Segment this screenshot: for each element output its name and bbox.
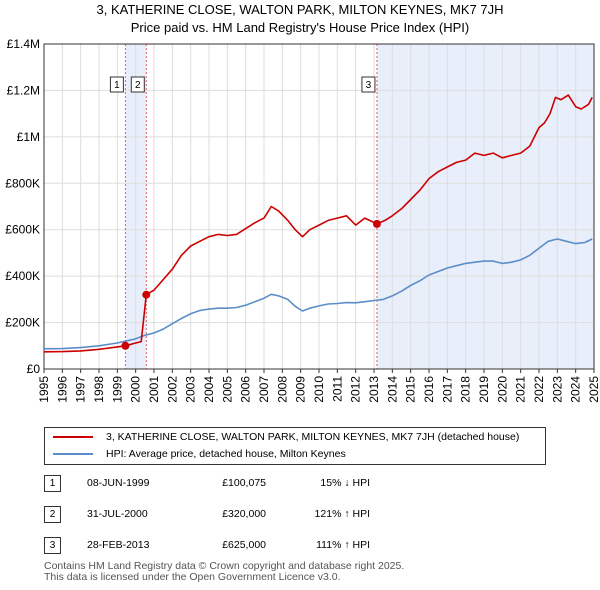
x-tick-label: 2022 bbox=[532, 376, 546, 403]
x-tick-label: 2020 bbox=[495, 376, 509, 403]
x-tick-label: 2008 bbox=[275, 376, 289, 403]
series-line bbox=[43, 94, 593, 353]
x-tick-label: 2018 bbox=[459, 376, 473, 403]
transaction-date: 28-FEB-2013 bbox=[87, 539, 150, 551]
legend-property-swatch bbox=[53, 436, 93, 438]
y-tick-label: £200K bbox=[5, 316, 40, 330]
legend: 3, KATHERINE CLOSE, WALTON PARK, MILTON … bbox=[44, 427, 546, 465]
x-tick-label: 2019 bbox=[477, 376, 491, 403]
x-tick-label: 2016 bbox=[422, 376, 436, 403]
plot-frame bbox=[43, 43, 595, 370]
x-tick-label: 1996 bbox=[55, 376, 69, 403]
y-tick-label: £0 bbox=[27, 362, 41, 376]
x-tick-label: 2006 bbox=[239, 376, 253, 403]
x-tick-label: 2015 bbox=[404, 376, 418, 403]
transaction-row: 2 31-JUL-2000 £320,000 121% ↑ HPI bbox=[0, 505, 600, 525]
footer-copyright: Contains HM Land Registry data © Crown c… bbox=[44, 560, 405, 572]
transaction-price: £100,075 bbox=[222, 477, 266, 489]
sale-marker-text: 3 bbox=[366, 80, 372, 91]
x-tick-label: 2005 bbox=[220, 376, 234, 403]
y-tick-label: £400K bbox=[5, 269, 40, 283]
transaction-date: 31-JUL-2000 bbox=[87, 508, 148, 520]
sale-point bbox=[142, 290, 151, 299]
sale-point bbox=[372, 219, 381, 228]
x-tick-label: 2014 bbox=[385, 376, 399, 403]
x-tick-label: 2023 bbox=[550, 376, 564, 403]
sale-marker-box bbox=[130, 76, 145, 93]
x-tick-label: 2021 bbox=[514, 376, 528, 403]
x-tick-label: 2003 bbox=[184, 376, 198, 403]
x-tick-label: 1997 bbox=[74, 376, 88, 403]
chart-subtitle: Price paid vs. HM Land Registry's House … bbox=[130, 20, 470, 35]
y-tick-label: £1.4M bbox=[7, 37, 40, 51]
sale-marker-text: 2 bbox=[135, 80, 141, 91]
sale-marker-label: 3 bbox=[361, 76, 376, 93]
y-tick-label: £1.2M bbox=[7, 83, 40, 97]
x-tick-label: 2010 bbox=[312, 376, 326, 403]
x-tick-label: 2002 bbox=[165, 376, 179, 403]
transaction-hpi: 121% ↑ HPI bbox=[314, 508, 370, 520]
x-tick-label: 2017 bbox=[440, 376, 454, 403]
x-tick-label: 1999 bbox=[110, 376, 124, 403]
x-tick-label: 2009 bbox=[294, 376, 308, 403]
transaction-marker: 3 bbox=[44, 537, 61, 554]
sale-point bbox=[121, 341, 130, 350]
transaction-hpi: 111% ↑ HPI bbox=[316, 539, 370, 551]
x-tick-label: 2001 bbox=[147, 376, 161, 403]
legend-hpi-label: HPI: Average price, detached house, Milt… bbox=[106, 448, 346, 460]
transaction-price: £320,000 bbox=[222, 508, 266, 520]
x-tick-label: 2004 bbox=[202, 376, 216, 403]
legend-property-label: 3, KATHERINE CLOSE, WALTON PARK, MILTON … bbox=[106, 431, 520, 443]
legend-hpi-swatch bbox=[53, 453, 93, 455]
sale-marker-box bbox=[109, 76, 124, 93]
transaction-row: 1 08-JUN-1999 £100,075 15% ↓ HPI bbox=[0, 474, 600, 494]
x-tick-label: 1995 bbox=[37, 376, 51, 403]
y-tick-label: £800K bbox=[5, 176, 40, 190]
sale-period-shading bbox=[376, 44, 594, 369]
price-chart: £0 £200K £400K £600K £800K £1M £1.2M £1.4M 1995 1… bbox=[5, 37, 600, 403]
x-tick-label: 2024 bbox=[569, 376, 583, 403]
sale-marker-label: 1 bbox=[109, 76, 124, 93]
transaction-marker: 2 bbox=[44, 506, 61, 523]
footer-license: This data is licensed under the Open Gov… bbox=[44, 571, 341, 583]
transaction-row: 3 28-FEB-2013 £625,000 111% ↑ HPI bbox=[0, 536, 600, 556]
x-tick-label: 2011 bbox=[330, 376, 344, 402]
x-tick-label: 1998 bbox=[92, 376, 106, 403]
sale-marker-label: 2 bbox=[130, 76, 145, 93]
sale-marker-text: 1 bbox=[114, 80, 120, 91]
x-tick-label: 2013 bbox=[367, 376, 381, 403]
chart-title: 3, KATHERINE CLOSE, WALTON PARK, MILTON … bbox=[96, 2, 504, 17]
x-tick-label: 2000 bbox=[129, 376, 143, 403]
y-tick-label: £600K bbox=[5, 223, 40, 237]
x-tick-label: 2007 bbox=[257, 376, 271, 403]
x-tick-label: 2012 bbox=[349, 376, 363, 403]
transaction-hpi: 15% ↓ HPI bbox=[320, 477, 370, 489]
y-tick-label: £1M bbox=[17, 130, 40, 144]
series-line bbox=[43, 238, 593, 350]
transaction-date: 08-JUN-1999 bbox=[87, 477, 150, 489]
sale-marker-box bbox=[361, 76, 376, 93]
transaction-marker: 1 bbox=[44, 475, 61, 492]
transaction-price: £625,000 bbox=[222, 539, 266, 551]
x-tick-label: 2025 bbox=[587, 376, 600, 403]
